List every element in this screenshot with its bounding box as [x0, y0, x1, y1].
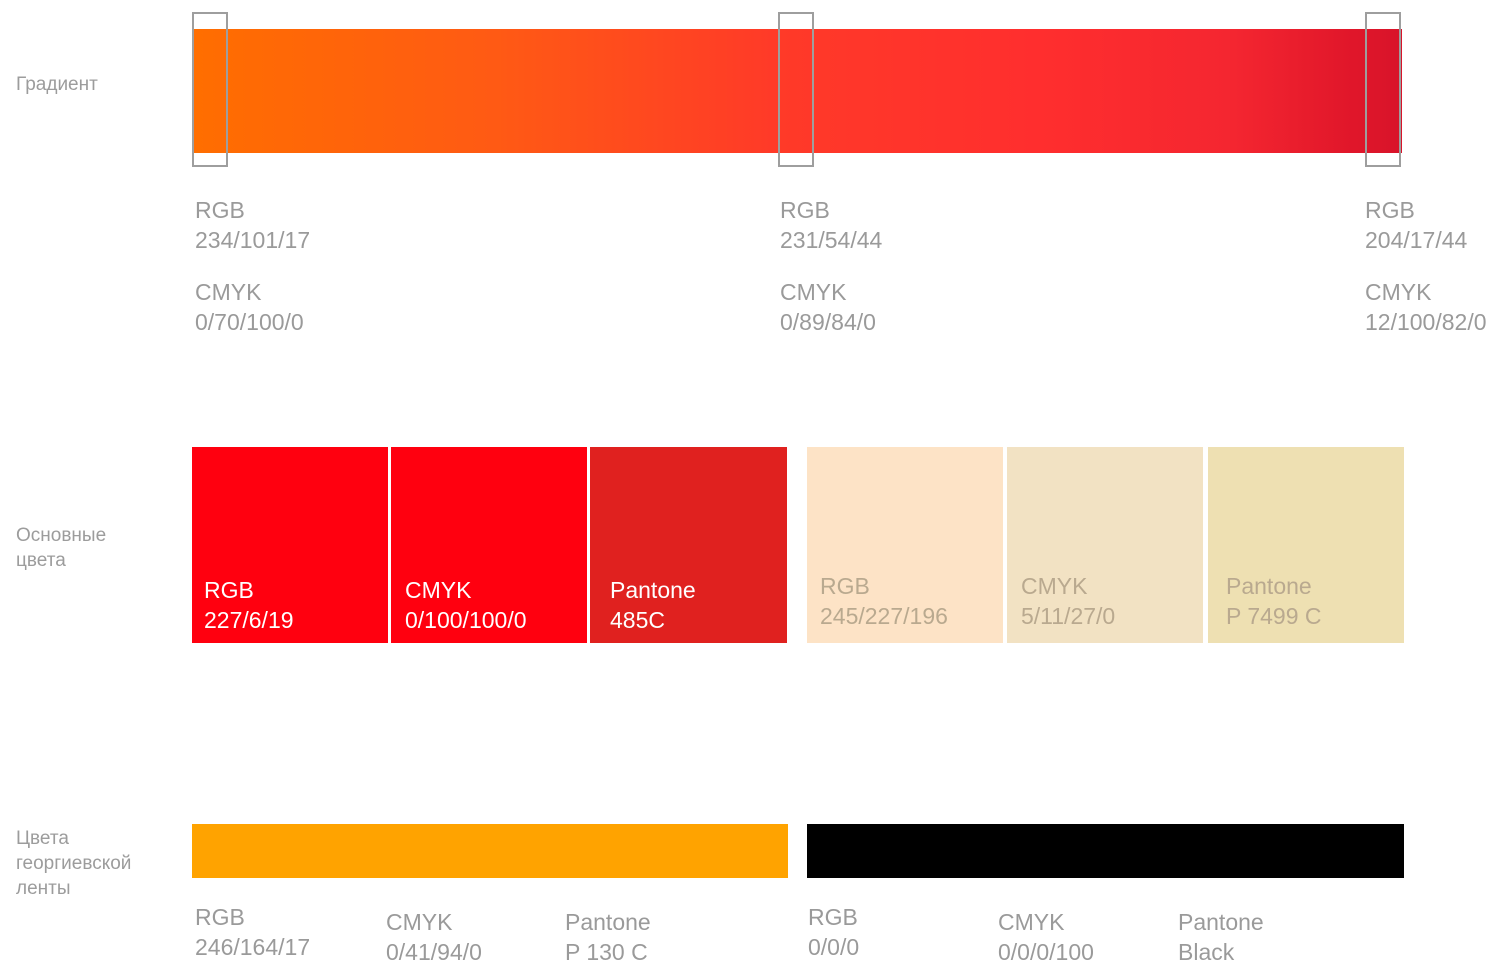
swatch-value: 485C	[610, 607, 665, 633]
cmyk-label: CMYK	[780, 279, 847, 305]
ribbon-black-pantone-spec: Pantone Black	[1178, 907, 1264, 967]
cmyk-value: 0/70/100/0	[195, 309, 304, 335]
gradient-stop-spec-end: RGB 204/17/44 CMYK 12/100/82/0	[1365, 195, 1487, 337]
swatch-value: P 7499 C	[1226, 603, 1322, 629]
rgb-label: RGB	[1365, 197, 1415, 223]
ribbon-orange-cmyk-spec: CMYK 0/41/94/0	[386, 907, 482, 967]
rgb-value: 234/101/17	[195, 227, 311, 253]
gradient-stop-marker-start	[192, 12, 228, 167]
swatch-label: CMYK	[405, 577, 472, 603]
gradient-stop-spec-start: RGB 234/101/17 CMYK 0/70/100/0	[195, 195, 310, 337]
ribbon-orange-pantone-spec: Pantone P 130 C	[565, 907, 651, 967]
swatch-red-pantone: Pantone 485C	[590, 447, 787, 643]
swatch-beige-cmyk: CMYK 5/11/27/0	[1007, 447, 1203, 643]
swatch-value: 5/11/27/0	[1021, 603, 1116, 629]
cmyk-value: 0/41/94/0	[386, 939, 482, 965]
ribbon-black-bar	[807, 824, 1404, 878]
ribbon-black-cmyk-spec: CMYK 0/0/0/100	[998, 907, 1094, 967]
rgb-value: 204/17/44	[1365, 227, 1468, 253]
swatch-beige-pantone: Pantone P 7499 C	[1208, 447, 1404, 643]
ribbon-colors-section-label: Цвета георгиевской ленты	[16, 828, 132, 899]
pantone-value: Black	[1178, 939, 1235, 965]
rgb-label: RGB	[195, 904, 245, 930]
ribbon-orange-bar	[192, 824, 788, 878]
swatch-red-cmyk: CMYK 0/100/100/0	[391, 447, 587, 643]
gradient-bar	[193, 29, 1402, 153]
gradient-stop-marker-end	[1365, 12, 1401, 167]
rgb-value: 246/164/17	[195, 934, 311, 960]
cmyk-value: 0/89/84/0	[780, 309, 876, 335]
pantone-label: Pantone	[1178, 909, 1264, 935]
pantone-value: P 130 C	[565, 939, 648, 965]
swatch-label: Pantone	[610, 577, 696, 603]
swatch-label: RGB	[204, 577, 254, 603]
swatch-label: CMYK	[1021, 573, 1088, 599]
main-colors-section-label: Основные цвета	[16, 525, 107, 571]
rgb-value: 231/54/44	[780, 227, 883, 253]
gradient-section-label: Градиент	[16, 74, 98, 95]
rgb-label: RGB	[808, 904, 858, 930]
swatch-beige-rgb: RGB 245/227/196	[807, 447, 1003, 643]
cmyk-label: CMYK	[998, 909, 1065, 935]
gradient-stop-marker-middle	[778, 12, 814, 167]
cmyk-value: 12/100/82/0	[1365, 309, 1487, 335]
rgb-value: 0/0/0	[808, 934, 860, 960]
swatch-value: 227/6/19	[204, 607, 294, 633]
swatch-value: 0/100/100/0	[405, 607, 527, 633]
rgb-label: RGB	[780, 197, 830, 223]
swatch-label: RGB	[820, 573, 870, 599]
ribbon-black-rgb-spec: RGB 0/0/0	[808, 902, 859, 962]
cmyk-label: CMYK	[195, 279, 262, 305]
swatch-label: Pantone	[1226, 573, 1312, 599]
ribbon-orange-rgb-spec: RGB 246/164/17	[195, 902, 310, 962]
cmyk-label: CMYK	[1365, 279, 1432, 305]
swatch-value: 245/227/196	[820, 603, 948, 629]
cmyk-label: CMYK	[386, 909, 453, 935]
cmyk-value: 0/0/0/100	[998, 939, 1094, 965]
swatch-red-rgb: RGB 227/6/19	[192, 447, 388, 643]
pantone-label: Pantone	[565, 909, 651, 935]
rgb-label: RGB	[195, 197, 245, 223]
gradient-stop-spec-middle: RGB 231/54/44 CMYK 0/89/84/0	[780, 195, 882, 337]
